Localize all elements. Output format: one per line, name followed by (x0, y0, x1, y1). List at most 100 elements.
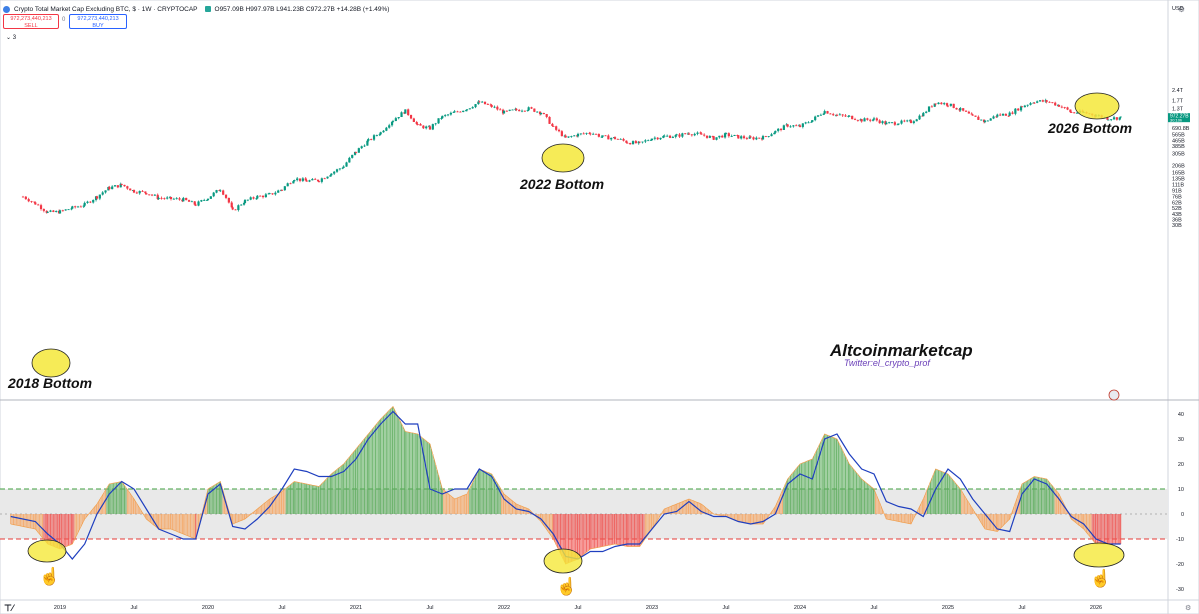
histogram-bar (398, 418, 400, 514)
candle-body (345, 162, 348, 167)
symbol-title[interactable]: Crypto Total Market Cap Excluding BTC, $… (14, 5, 198, 13)
histogram-bar (958, 487, 960, 514)
candle-body (959, 108, 962, 111)
settings-icon[interactable]: ⚙ (1177, 5, 1185, 14)
candle (34, 201, 37, 205)
candle-body (779, 128, 783, 130)
histogram-bar (409, 432, 411, 514)
histogram-bar (945, 473, 947, 514)
candle (24, 196, 27, 200)
candle-body (764, 136, 767, 137)
histogram-bar (199, 514, 201, 522)
candle (1115, 117, 1118, 121)
histogram-bar (895, 514, 897, 522)
candle-body (440, 118, 443, 120)
histogram-bar (555, 514, 557, 545)
candle-body (409, 114, 413, 119)
flag-icon (1108, 389, 1120, 401)
histogram-bar (632, 514, 634, 547)
histogram-bar (377, 421, 379, 514)
candle-body (992, 116, 995, 119)
histogram-bar (324, 480, 326, 514)
histogram-bar (435, 464, 437, 514)
candle-body (671, 136, 674, 138)
candle-body (829, 113, 832, 115)
price-tick-label: 565B (1172, 132, 1185, 138)
histogram-bar (1059, 496, 1061, 514)
histogram-bar (853, 469, 855, 514)
candle-body (205, 199, 209, 201)
histogram-bar (126, 489, 128, 514)
histogram-bar (1064, 505, 1066, 514)
candle (819, 113, 822, 116)
histogram-bar (132, 497, 134, 514)
histogram-bar (144, 514, 146, 518)
histogram-bar (565, 514, 567, 564)
candle (178, 196, 181, 201)
candle-body (536, 111, 539, 113)
candle (782, 124, 785, 131)
histogram-bar (1038, 477, 1040, 514)
candle-body (425, 126, 428, 129)
histogram-bar (797, 466, 799, 514)
candle-body (1073, 112, 1076, 114)
histogram-bar (214, 484, 216, 514)
candle (848, 115, 851, 117)
histogram-bar (46, 514, 48, 543)
histogram-bar (873, 489, 875, 514)
histogram-bar (67, 514, 70, 546)
histogram-bar (347, 458, 349, 514)
candle (428, 125, 432, 130)
histogram-bar (921, 500, 923, 514)
histogram-bar (700, 504, 702, 514)
candle-body (582, 133, 585, 135)
histogram-bar (180, 514, 182, 534)
histogram-bar (942, 471, 944, 514)
histogram-bar (1066, 511, 1069, 514)
histogram-bar (861, 479, 863, 514)
candle-body (33, 201, 36, 203)
histogram-bar (557, 514, 559, 548)
candle-body (256, 195, 259, 199)
candle (681, 132, 684, 138)
candle-body (471, 107, 474, 109)
sell-button[interactable]: 972,273,440,213 SELL (3, 14, 59, 29)
histogram-bar (71, 514, 73, 544)
histogram-bar (757, 514, 759, 524)
histogram-bar (581, 514, 583, 556)
histogram-bar (615, 514, 617, 545)
indicator-collapse-toggle[interactable]: ⌄ 3 (6, 35, 17, 41)
candle-body (64, 209, 67, 211)
histogram-bar (1077, 514, 1079, 525)
candle (582, 132, 585, 135)
candle (111, 185, 114, 190)
histogram-bar (419, 436, 422, 514)
candle (240, 204, 243, 206)
candle-body (126, 186, 129, 189)
histogram-bar (77, 514, 79, 533)
histogram-bar (585, 514, 588, 553)
histogram-bar (474, 476, 477, 514)
candle (333, 170, 336, 176)
histogram-bar (372, 428, 374, 514)
histogram-bar (668, 507, 670, 514)
histogram-bar (692, 500, 694, 514)
buy-button[interactable]: 972,273,440,213 BUY (69, 14, 127, 29)
candle-body (600, 136, 603, 138)
histogram-bar (417, 434, 419, 514)
candle (298, 178, 302, 183)
histogram-bar (15, 514, 17, 526)
histogram-bar (425, 440, 427, 514)
histogram-bar (414, 433, 416, 514)
candle (437, 118, 440, 124)
candle-body (277, 190, 280, 193)
histogram-bar (49, 514, 52, 546)
candle (570, 135, 573, 138)
candle (536, 111, 539, 113)
candle-body (483, 101, 487, 105)
histogram-bar (328, 476, 330, 514)
candle (940, 102, 943, 105)
candle-body (444, 115, 447, 116)
histogram-bar (95, 505, 97, 514)
